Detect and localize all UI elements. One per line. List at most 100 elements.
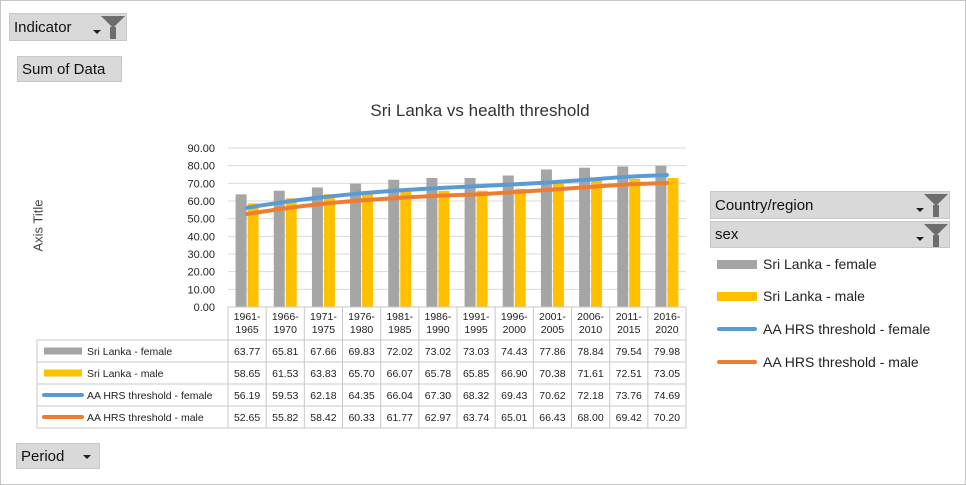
- series-line-male-threshold: [245, 180, 669, 216]
- table-series-name: Sri Lanka - female: [87, 346, 172, 358]
- x-category-label: 1976-: [348, 311, 375, 323]
- x-category-label: 1970: [274, 324, 298, 336]
- sum-of-data-label: Sum of Data: [22, 60, 106, 78]
- x-category-label: 2010: [579, 324, 603, 336]
- x-category-label: 2000: [503, 324, 527, 336]
- x-category-label: 2006-: [577, 311, 604, 323]
- table-cell-value: 67.66: [310, 346, 336, 358]
- sum-of-data-field-button[interactable]: Sum of Data: [17, 56, 122, 82]
- bar-male: [591, 180, 603, 307]
- bar-female: [350, 183, 362, 307]
- y-tick-label: 60.00: [187, 196, 215, 208]
- x-category-label: 1990: [426, 324, 450, 336]
- filter-funnel-icon[interactable]: [100, 16, 126, 40]
- y-tick-label: 20.00: [187, 267, 215, 279]
- table-series-name: AA HRS threshold - female: [87, 390, 213, 402]
- bar-male: [476, 190, 488, 307]
- x-category-label: 1980: [350, 324, 374, 336]
- bar-male: [362, 190, 374, 307]
- table-cell-value: 69.42: [616, 412, 642, 424]
- table-cell-value: 74.69: [654, 390, 680, 402]
- y-tick-label: 40.00: [187, 231, 215, 243]
- x-category-label: 1986-: [424, 311, 451, 323]
- legend-swatch: [717, 259, 757, 269]
- y-tick-label: 70.00: [187, 178, 215, 190]
- period-filter-label: Period: [21, 447, 65, 465]
- legend-label: AA HRS threshold - male: [763, 354, 919, 370]
- x-category-label: 2016-: [653, 311, 680, 323]
- x-category-label: 1981-: [386, 311, 413, 323]
- table-legend-key: [44, 347, 82, 355]
- bar-female: [273, 190, 285, 307]
- y-tick-label: 10.00: [187, 284, 215, 296]
- y-tick-label: 0.00: [194, 302, 215, 314]
- table-series-name: AA HRS threshold - male: [87, 412, 204, 424]
- table-cell-value: 66.04: [387, 390, 413, 402]
- legend-swatch: [717, 291, 757, 301]
- table-cell-value: 73.76: [616, 390, 642, 402]
- chart-title: Sri Lanka vs health threshold: [370, 101, 590, 120]
- table-cell-value: 73.03: [463, 346, 489, 358]
- bar-male: [400, 190, 412, 307]
- table-cell-value: 65.70: [348, 368, 374, 380]
- bar-female: [540, 169, 552, 307]
- table-cell-value: 58.42: [310, 412, 336, 424]
- table-cell-value: 77.86: [539, 346, 565, 358]
- table-cell-value: 63.77: [234, 346, 260, 358]
- bar-male: [285, 198, 297, 307]
- x-category-label: 1966-: [272, 311, 299, 323]
- table-cell-value: 70.62: [539, 390, 565, 402]
- indicator-filter-label: Indicator: [14, 18, 72, 36]
- legend-label: AA HRS threshold - female: [763, 321, 931, 337]
- bar-female: [388, 179, 400, 307]
- bar-male: [552, 182, 564, 307]
- x-category-label: 1985: [388, 324, 412, 336]
- legend-label: Sri Lanka - female: [763, 256, 877, 272]
- table-cell-value: 66.90: [501, 368, 527, 380]
- bar-male: [514, 188, 526, 307]
- table-cell-value: 62.18: [310, 390, 336, 402]
- x-category-label: 2015: [617, 324, 641, 336]
- table-cell-value: 60.33: [348, 412, 374, 424]
- sex-filter-button[interactable]: sex: [710, 221, 950, 248]
- table-cell-value: 56.19: [234, 390, 260, 402]
- y-tick-label: 90.00: [187, 143, 215, 155]
- filter-funnel-icon[interactable]: [923, 194, 949, 218]
- bar-female: [311, 187, 323, 307]
- bar-female: [579, 167, 591, 307]
- x-category-label: 1971-: [310, 311, 337, 323]
- table-cell-value: 52.65: [234, 412, 260, 424]
- table-cell-value: 66.43: [539, 412, 565, 424]
- country-region-filter-button[interactable]: Country/region: [710, 191, 950, 219]
- legend-item-female-line: AA HRS threshold - female: [717, 321, 930, 337]
- indicator-filter-button[interactable]: Indicator: [9, 13, 127, 41]
- x-category-label: 2001-: [539, 311, 566, 323]
- table-cell-value: 68.32: [463, 390, 489, 402]
- table-cell-value: 65.85: [463, 368, 489, 380]
- bar-male: [247, 203, 259, 307]
- bar-female: [464, 177, 476, 307]
- period-filter-button[interactable]: Period: [16, 443, 100, 469]
- table-cell-value: 61.77: [387, 412, 413, 424]
- table-cell-value: 67.30: [425, 390, 451, 402]
- legend-item-male-bar: Sri Lanka - male: [717, 288, 865, 304]
- bar-female: [617, 166, 629, 307]
- table-cell-value: 65.81: [272, 346, 298, 358]
- filter-funnel-icon[interactable]: [923, 224, 949, 248]
- table-cell-value: 71.61: [577, 368, 603, 380]
- table-cell-value: 62.97: [425, 412, 451, 424]
- table-cell-value: 66.07: [387, 368, 413, 380]
- legend-swatch: [717, 327, 757, 331]
- table-cell-value: 73.02: [425, 346, 451, 358]
- table-cell-value: 68.00: [577, 412, 603, 424]
- table-cell-value: 59.53: [272, 390, 298, 402]
- table-cell-value: 64.35: [348, 390, 374, 402]
- x-category-label: 1975: [312, 324, 336, 336]
- table-cell-value: 72.18: [577, 390, 603, 402]
- series-line-female-threshold: [245, 173, 669, 210]
- bar-female: [655, 165, 667, 307]
- x-category-label: 1995: [464, 324, 488, 336]
- chevron-down-icon: [83, 455, 91, 459]
- bar-male: [667, 177, 679, 307]
